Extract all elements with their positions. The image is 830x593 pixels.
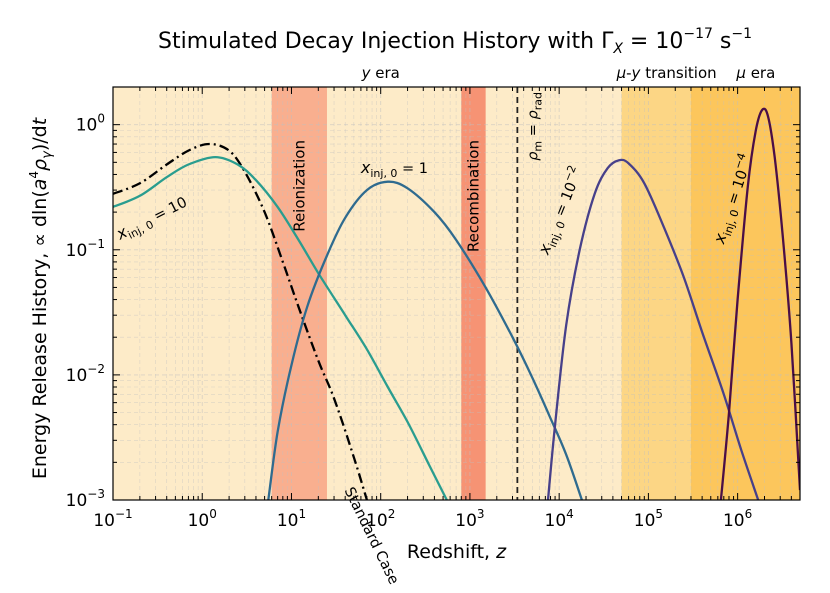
- y-tick-label: 10−3: [66, 487, 105, 511]
- chart-title: Stimulated Decay Injection History with …: [158, 26, 752, 57]
- era-label-2: μ era: [735, 64, 775, 82]
- x-tick-label: 103: [455, 507, 484, 531]
- y-axis: 10−3 10−2 10−1 100: [66, 86, 800, 511]
- series-line-1: [113, 155, 448, 500]
- x-tick-label: 104: [545, 507, 574, 531]
- title-text: Stimulated Decay Injection History with …: [158, 26, 752, 57]
- equality-label: ρm = ρrad: [525, 92, 544, 161]
- series-line-4: [719, 107, 800, 500]
- era-region-0: [113, 87, 622, 500]
- band-reionization: [271, 87, 327, 500]
- y-tick-label: 10−2: [66, 362, 105, 386]
- x-tick-label: 105: [634, 507, 663, 531]
- x-axis-label: Redshift, z: [407, 541, 507, 563]
- era-label-0: y era: [361, 64, 400, 82]
- band-recombination: [461, 87, 486, 500]
- y-axis-label: Energy Release History, ∝ dln(a4ργ)/dt: [27, 116, 55, 479]
- x-tick-label: 106: [723, 507, 752, 531]
- x-tick-label: 100: [188, 507, 217, 531]
- era-region-2: [690, 87, 800, 500]
- era-transition-shade: [621, 87, 691, 500]
- series-group: [113, 107, 800, 500]
- series-line-2: [267, 180, 583, 500]
- x-tick-label: 101: [277, 507, 306, 531]
- era-label-1: μ-y transition: [616, 64, 717, 82]
- axis-labels: Redshift, z Energy Release History, ∝ dln…: [27, 116, 507, 563]
- x-tick-label: 102: [366, 507, 395, 531]
- y-tick-label: 100: [76, 112, 105, 136]
- series-line-0: [113, 142, 368, 500]
- x-tick-label: 10−1: [93, 507, 132, 531]
- x-axis: 10−1 100 101 102 103 104 105 106: [93, 87, 801, 531]
- series-line-3: [546, 158, 760, 500]
- era-region-1: [621, 87, 691, 500]
- band-label-recombination: Recombination: [464, 140, 482, 252]
- curve-annotation-1: xinj, 0 = 1: [360, 158, 428, 180]
- band-label-reionization: Reionization: [290, 140, 308, 232]
- y-tick-label: 10−1: [66, 237, 105, 261]
